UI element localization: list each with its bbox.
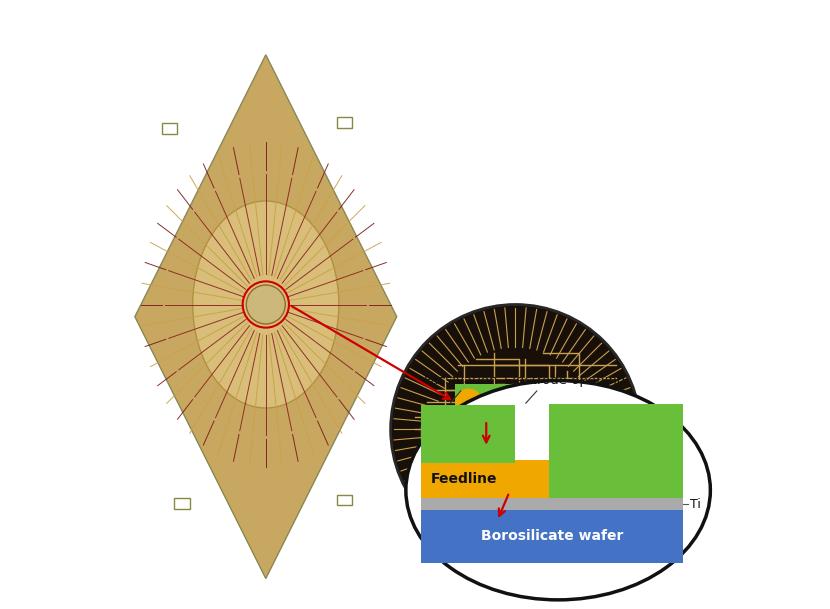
Text: Ti: Ti xyxy=(691,498,701,511)
Bar xyxy=(174,498,190,509)
Text: Feedline: Feedline xyxy=(431,473,497,486)
Circle shape xyxy=(391,304,640,554)
Bar xyxy=(421,497,683,510)
Circle shape xyxy=(247,285,286,324)
Bar xyxy=(421,509,683,563)
Circle shape xyxy=(449,487,464,502)
Polygon shape xyxy=(134,55,397,579)
Bar xyxy=(455,384,598,420)
Circle shape xyxy=(542,487,556,502)
Text: Borosilicate wafer: Borosilicate wafer xyxy=(481,529,623,543)
Text: 100 μm: 100 μm xyxy=(566,500,595,509)
Bar xyxy=(337,495,352,505)
Ellipse shape xyxy=(193,201,339,408)
Text: Electrode opening: Electrode opening xyxy=(504,374,625,387)
Bar xyxy=(421,460,549,498)
Text: Passivation: Passivation xyxy=(423,374,498,387)
Bar xyxy=(421,405,515,463)
Bar xyxy=(337,117,352,128)
Bar xyxy=(549,404,683,498)
Circle shape xyxy=(455,389,482,415)
Ellipse shape xyxy=(406,381,710,600)
Bar xyxy=(163,123,178,134)
